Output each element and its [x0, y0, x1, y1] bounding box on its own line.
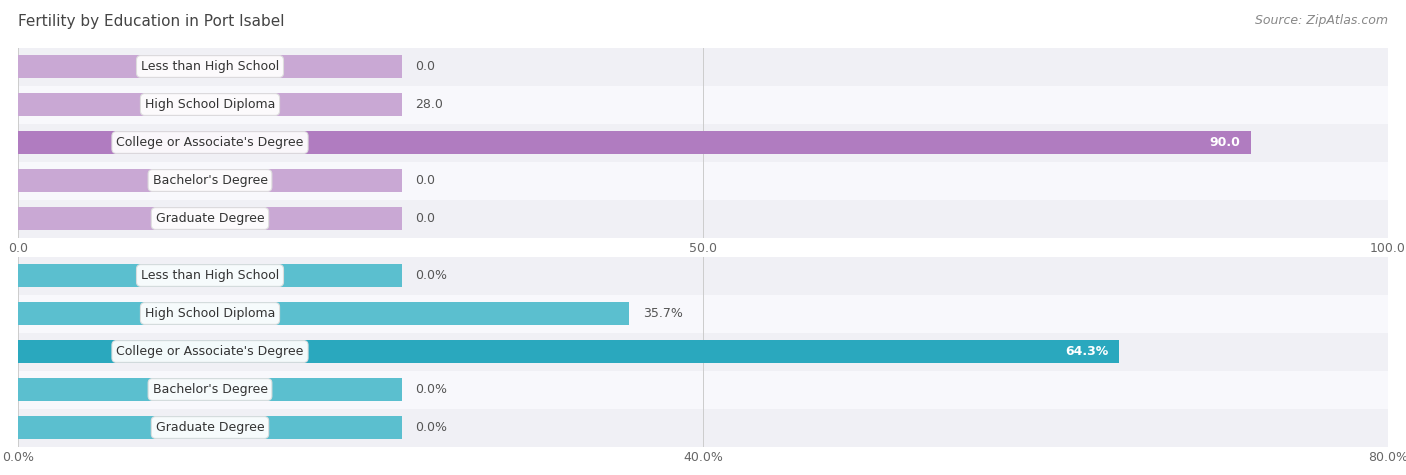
Bar — [18, 294, 1388, 332]
Text: 28.0: 28.0 — [415, 98, 443, 111]
Text: Graduate Degree: Graduate Degree — [156, 212, 264, 225]
Bar — [18, 207, 402, 230]
Text: Fertility by Education in Port Isabel: Fertility by Education in Port Isabel — [18, 14, 285, 29]
Bar — [18, 264, 402, 287]
Text: College or Associate's Degree: College or Associate's Degree — [117, 136, 304, 149]
Bar — [18, 131, 1251, 154]
Text: 0.0%: 0.0% — [415, 421, 447, 434]
Bar — [18, 93, 402, 116]
Bar — [18, 370, 1388, 408]
Text: 0.0%: 0.0% — [415, 269, 447, 282]
Text: Less than High School: Less than High School — [141, 269, 280, 282]
Text: 90.0: 90.0 — [1209, 136, 1240, 149]
Bar — [18, 408, 1388, 446]
Bar — [18, 86, 1388, 124]
Text: 64.3%: 64.3% — [1064, 345, 1108, 358]
Text: High School Diploma: High School Diploma — [145, 98, 276, 111]
Text: 0.0: 0.0 — [415, 60, 436, 73]
Bar — [18, 302, 630, 325]
Bar — [18, 124, 1388, 162]
Bar — [18, 340, 1119, 363]
Bar — [18, 378, 402, 401]
Text: Less than High School: Less than High School — [141, 60, 280, 73]
Bar — [18, 332, 1388, 371]
Text: Source: ZipAtlas.com: Source: ZipAtlas.com — [1254, 14, 1388, 27]
Text: Bachelor's Degree: Bachelor's Degree — [152, 383, 267, 396]
Text: College or Associate's Degree: College or Associate's Degree — [117, 345, 304, 358]
Text: High School Diploma: High School Diploma — [145, 307, 276, 320]
Bar — [18, 162, 1388, 199]
Bar — [18, 169, 402, 192]
Bar — [18, 256, 1388, 294]
Bar — [18, 48, 1388, 86]
Bar — [18, 416, 402, 439]
Text: Graduate Degree: Graduate Degree — [156, 421, 264, 434]
Bar — [18, 200, 1388, 238]
Text: 0.0: 0.0 — [415, 212, 436, 225]
Text: 0.0%: 0.0% — [415, 383, 447, 396]
Text: 35.7%: 35.7% — [643, 307, 683, 320]
Text: Bachelor's Degree: Bachelor's Degree — [152, 174, 267, 187]
Bar — [18, 55, 402, 78]
Text: 0.0: 0.0 — [415, 174, 436, 187]
